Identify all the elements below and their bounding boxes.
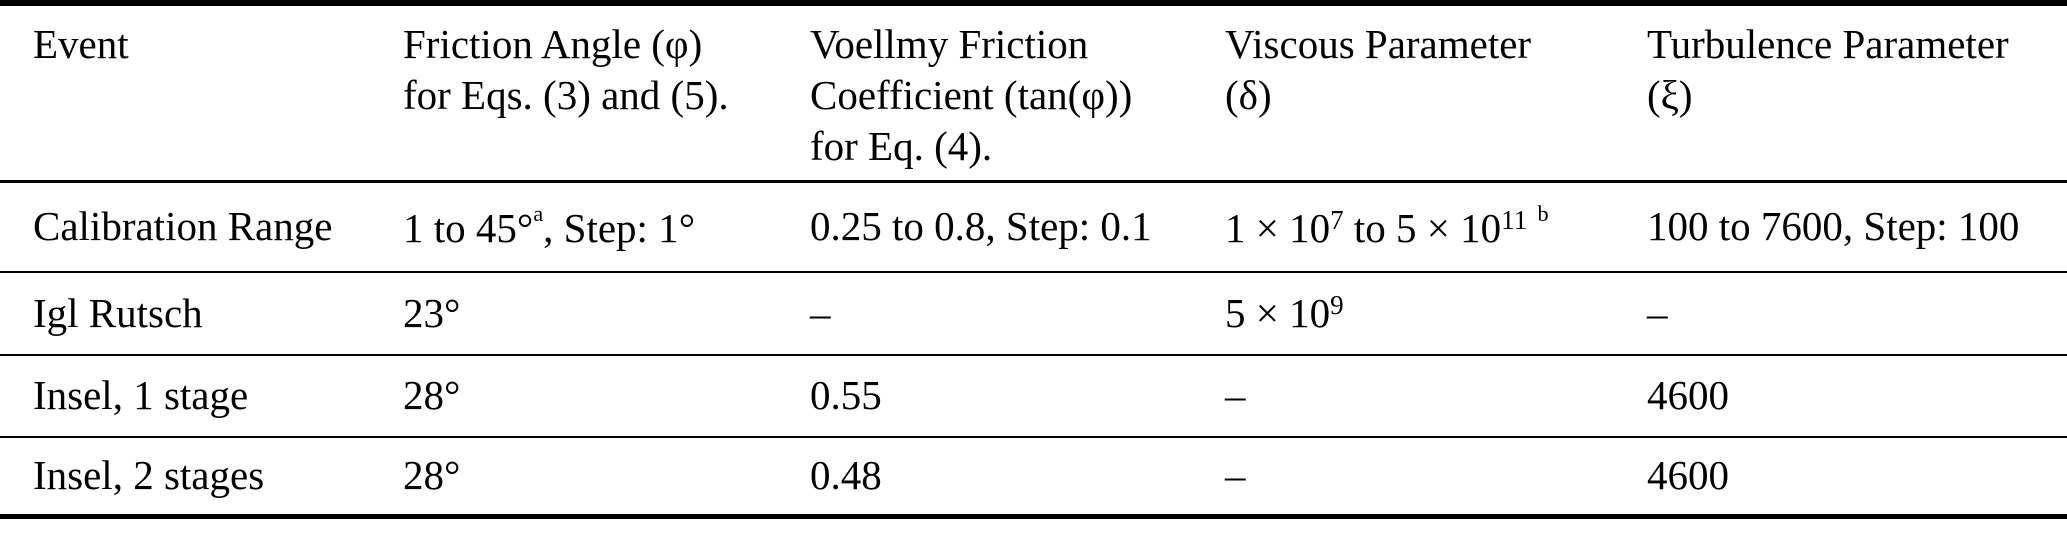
header-cell-turbulence-parameter: Turbulence Parameter (ξ) (1647, 21, 2009, 118)
header-row: Event Friction Angle (φ) for Eqs. (3) an… (0, 3, 2067, 181)
table-row-calibration-range: Calibration Range 1 to 45°a, Step: 1° 0.… (0, 181, 2067, 272)
cell-viscous-parameter: – (1225, 372, 1246, 419)
cell-viscous-parameter: 1 × 107 to 5 × 1011 b (1225, 201, 1549, 252)
table-body: Calibration Range 1 to 45°a, Step: 1° 0.… (0, 181, 2067, 516)
cell-event: Insel, 1 stage (33, 372, 249, 419)
cell-event: Calibration Range (33, 203, 333, 250)
header-cell-viscous-parameter: Viscous Parameter (δ) (1225, 21, 1532, 118)
table-row-insel-1-stage: Insel, 1 stage 28° 0.55 – 4600 (0, 355, 2067, 437)
model-parameters-table: Event Friction Angle (φ) for Eqs. (3) an… (0, 0, 2067, 519)
cell-friction-angle: 1 to 45°a, Step: 1° (403, 201, 696, 252)
header-cell-friction-angle: Friction Angle (φ) for Eqs. (3) and (5). (403, 21, 729, 118)
header-cell-voellmy-coefficient: Voellmy Friction Coefficient (tan(φ)) fo… (810, 21, 1133, 169)
cell-turbulence-parameter: – (1647, 289, 1668, 336)
cell-friction-angle: 23° (403, 289, 461, 336)
cell-viscous-parameter: – (1225, 452, 1246, 499)
cell-voellmy-coefficient: – (810, 289, 831, 336)
cell-viscous-parameter: 5 × 109 (1225, 289, 1344, 336)
table-row-insel-2-stages: Insel, 2 stages 28° 0.48 – 4600 (0, 437, 2067, 516)
table-header: Event Friction Angle (φ) for Eqs. (3) an… (0, 3, 2067, 181)
cell-turbulence-parameter: 4600 (1647, 452, 1729, 499)
cell-voellmy-coefficient: 0.48 (810, 452, 882, 499)
cell-friction-angle: 28° (403, 372, 461, 419)
cell-event: Insel, 2 stages (33, 452, 265, 499)
cell-voellmy-coefficient: 0.25 to 0.8, Step: 0.1 (810, 203, 1152, 250)
cell-turbulence-parameter: 100 to 7600, Step: 100 (1647, 203, 2020, 250)
cell-voellmy-coefficient: 0.55 (810, 372, 882, 419)
cell-friction-angle: 28° (403, 452, 461, 499)
table-row-igl-rutsch: Igl Rutsch 23° – 5 × 109 – (0, 272, 2067, 355)
cell-event: Igl Rutsch (33, 289, 203, 336)
header-cell-event: Event (33, 21, 129, 67)
cell-turbulence-parameter: 4600 (1647, 372, 1729, 419)
